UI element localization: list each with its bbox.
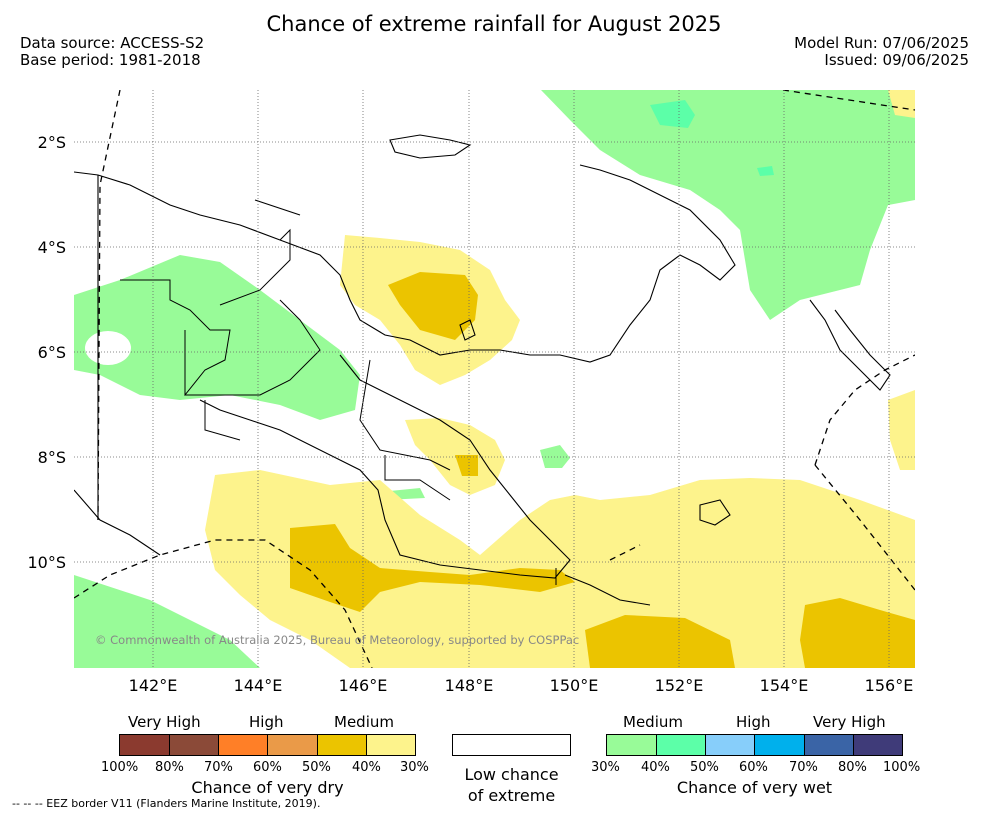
lat-label: 10°S [27,553,66,572]
wet-probability-areas [74,90,915,668]
issued-text: Issued: 09/06/2025 [824,51,969,69]
lat-label: 6°S [38,343,66,362]
lat-label: 4°S [38,238,66,257]
wet-tick: 100% [883,760,921,775]
dry-swatch [317,734,366,756]
header-right: Model Run: 07/06/2025 Issued: 09/06/2025 [794,35,969,69]
coastlines [74,134,891,606]
dry-swatch [169,734,218,756]
province-borders [120,228,557,585]
map-title: Chance of extreme rainfall for August 20… [266,12,722,36]
dry-swatch [119,734,169,756]
wet-tier-very-high: Very High [813,713,886,731]
lon-label: 154°E [760,676,809,695]
low-chance-swatch [452,734,571,756]
lon-label: 144°E [234,676,283,695]
eez-border-note: -- -- -- EEZ border V11 (Flanders Marine… [12,797,321,810]
graticule [74,90,915,668]
wet-tick: 40% [641,760,670,775]
lon-label: 156°E [865,676,914,695]
wet-medium-core-areas [650,100,774,176]
dry-hole [85,331,131,365]
wet-tick: 60% [739,760,768,775]
longitude-labels: 142°E 144°E 146°E 148°E 150°E 152°E 154°… [129,676,914,695]
model-run-text: Model Run: 07/06/2025 [794,34,969,52]
low-chance-line2: of extreme [467,786,556,805]
lon-label: 142°E [129,676,178,695]
latitude-labels: 2°S 4°S 6°S 8°S 10°S [27,133,66,572]
eez-border [74,90,915,668]
base-period-text: Base period: 1981-2018 [20,51,201,69]
map-panel [74,90,915,668]
dry-tick: 50% [302,760,331,775]
lon-label: 148°E [445,676,494,695]
header-left: Data source: ACCESS-S2 Base period: 1981… [20,35,204,69]
lon-label: 152°E [655,676,704,695]
dry-swatch [218,734,267,756]
data-source-text: Data source: ACCESS-S2 [20,34,205,52]
wet-swatch [606,734,656,756]
lon-label: 150°E [550,676,599,695]
dry-swatch [267,734,317,756]
wet-swatch [853,734,903,756]
dry-tick: 70% [204,760,233,775]
low-chance-line1: Low chance [464,765,559,784]
wet-tick: 70% [789,760,818,775]
wet-legend-label: Chance of very wet [676,778,833,797]
dry-swatch [366,734,416,756]
wet-swatch [656,734,705,756]
low-chance-label: Low chance of extreme [440,764,583,806]
wet-tier-medium: Medium [623,713,683,731]
wet-tier-high: High [736,713,771,731]
dry-legend-label: Chance of very dry [191,778,344,797]
dry-tick: 60% [253,760,282,775]
copyright-text: © Commonwealth of Australia 2025, Bureau… [95,633,580,647]
wet-swatch [754,734,804,756]
dry-tick: 80% [155,760,184,775]
lat-label: 2°S [38,133,66,152]
lat-label: 8°S [38,448,66,467]
dry-tick: 30% [400,760,429,775]
dry-medium-core-areas [290,272,915,668]
dry-tick: 40% [352,760,381,775]
wet-tick: 30% [591,760,620,775]
dry-tier-medium: Medium [334,713,394,731]
wet-tick: 50% [690,760,719,775]
wet-swatch [705,734,754,756]
wet-tick: 80% [838,760,867,775]
dry-tick: 100% [101,760,139,775]
lon-label: 146°E [339,676,388,695]
dry-tier-very-high: Very High [128,713,201,731]
dry-tier-high: High [249,713,284,731]
wet-swatch [804,734,853,756]
